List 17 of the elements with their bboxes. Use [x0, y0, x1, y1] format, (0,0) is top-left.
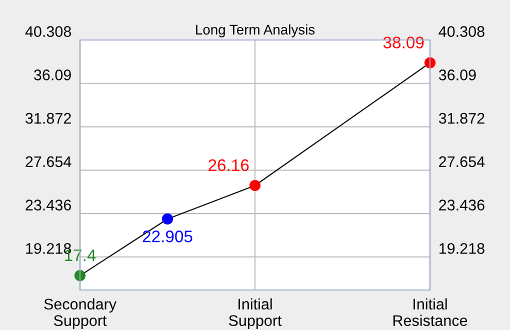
y2-tick-label: 31.872 [438, 112, 484, 124]
data-label: 26.16 [208, 159, 249, 172]
y2-tick-label: 40.308 [438, 26, 484, 37]
y2-tick-label: 27.654 [439, 156, 485, 168]
y-tick-label: 36.09 [34, 70, 71, 80]
y-tick-label: 27.654 [26, 156, 72, 168]
y2-tick-label: 23.436 [439, 200, 484, 211]
data-label: 22.905 [142, 230, 192, 242]
y2-tick-label: 19.218 [440, 243, 484, 254]
x-tick-label: Initial Support [228, 298, 282, 330]
x-tick-label: Initial Resistance [393, 298, 468, 326]
y-tick-label: 31.872 [26, 112, 71, 124]
y-tick-label: 40.308 [25, 26, 72, 37]
chart-title: Long Term Analysis [196, 24, 315, 38]
x-tick-label: Secondary Support [44, 298, 116, 330]
y-tick-label: 23.436 [26, 200, 71, 211]
y2-tick-label: 36.09 [438, 70, 476, 80]
